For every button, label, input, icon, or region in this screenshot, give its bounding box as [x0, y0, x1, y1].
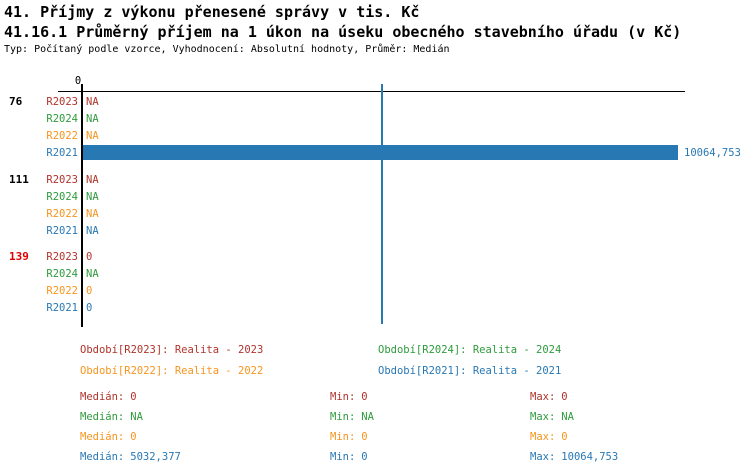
stat-min-value: NA [361, 411, 374, 423]
legend-item-r2021: Období[R2021]: Realita - 2021 [378, 365, 562, 377]
row-value-g111-r2024: NA [86, 191, 99, 203]
median-line [381, 84, 383, 324]
bar-value-label-g76-r2021: 10064,753 [684, 147, 741, 159]
row-value-g111-r2023: NA [86, 174, 99, 186]
row-label-g139-r2021: R2021 [46, 302, 78, 314]
group-label-111: 111 [9, 173, 29, 186]
stat-median-r2023: Medián: 0 [80, 391, 137, 403]
row-value-g76-r2023: NA [86, 96, 99, 108]
y-axis-zero-line [81, 84, 83, 327]
legend-item-r2023: Období[R2023]: Realita - 2023 [80, 344, 264, 356]
row-value-g139-r2023: 0 [86, 251, 93, 263]
legend-item-r2022: Období[R2022]: Realita - 2022 [80, 365, 264, 377]
stat-median-label: Medián: [80, 411, 125, 423]
row-value-g111-r2021: NA [86, 225, 99, 237]
row-value-g139-r2021: 0 [86, 302, 93, 314]
stat-max-label: Max: [530, 451, 556, 463]
stat-min-label: Min: [330, 451, 356, 463]
stat-median-label: Medián: [80, 431, 125, 443]
group-label-139: 139 [9, 250, 29, 263]
row-label-g76-r2023: R2023 [46, 96, 78, 108]
page-title: 41. Příjmy z výkonu přenesené správy v t… [4, 3, 420, 21]
stat-max-label: Max: [530, 431, 556, 443]
stat-max-value: 10064,753 [561, 451, 619, 463]
row-value-g76-r2024: NA [86, 113, 99, 125]
legend-item-r2024: Období[R2024]: Realita - 2024 [378, 344, 562, 356]
stat-max-value: NA [561, 411, 574, 423]
row-value-g139-r2022: 0 [86, 285, 93, 297]
stat-median-value: 0 [130, 431, 137, 443]
stat-min-r2022: Min: 0 [330, 431, 368, 443]
stat-min-value: 0 [361, 431, 368, 443]
stat-median-r2024: Medián: NA [80, 411, 143, 423]
stat-max-r2023: Max: 0 [530, 391, 568, 403]
stat-min-value: 0 [361, 391, 368, 403]
row-value-g139-r2024: NA [86, 268, 99, 280]
stat-median-value: 5032,377 [130, 451, 181, 463]
stat-min-r2024: Min: NA [330, 411, 374, 423]
stat-max-label: Max: [530, 411, 556, 423]
row-label-g76-r2022: R2022 [46, 130, 78, 142]
stat-median-value: 0 [130, 391, 137, 403]
row-label-g139-r2022: R2022 [46, 285, 78, 297]
stat-min-value: 0 [361, 451, 368, 463]
row-value-g76-r2022: NA [86, 130, 99, 142]
stat-max-value: 0 [561, 391, 568, 403]
stat-median-label: Medián: [80, 391, 125, 403]
chart-meta-line: Typ: Počítaný podle vzorce, Vyhodnocení:… [4, 44, 450, 55]
row-label-g111-r2023: R2023 [46, 174, 78, 186]
row-value-g111-r2022: NA [86, 208, 99, 220]
row-label-g76-r2021: R2021 [46, 147, 78, 159]
row-label-g76-r2024: R2024 [46, 113, 78, 125]
stat-min-label: Min: [330, 391, 356, 403]
stat-min-label: Min: [330, 431, 356, 443]
chart-subtitle: 41.16.1 Průměrný příjem na 1 úkon na úse… [4, 23, 682, 41]
x-axis-zero-label: 0 [74, 75, 82, 87]
stat-max-r2021: Max: 10064,753 [530, 451, 618, 463]
row-label-g139-r2024: R2024 [46, 268, 78, 280]
stat-min-r2021: Min: 0 [330, 451, 368, 463]
stat-max-r2024: Max: NA [530, 411, 574, 423]
stat-min-label: Min: [330, 411, 356, 423]
stat-median-label: Medián: [80, 451, 125, 463]
row-label-g139-r2023: R2023 [46, 251, 78, 263]
stat-median-r2021: Medián: 5032,377 [80, 451, 181, 463]
group-label-76: 76 [9, 95, 23, 108]
row-label-g111-r2021: R2021 [46, 225, 78, 237]
stat-max-r2022: Max: 0 [530, 431, 568, 443]
stat-max-label: Max: [530, 391, 556, 403]
row-label-g111-r2024: R2024 [46, 191, 78, 203]
stat-median-r2022: Medián: 0 [80, 431, 137, 443]
bar-g76-r2021 [83, 145, 678, 160]
row-label-g111-r2022: R2022 [46, 208, 78, 220]
stat-min-r2023: Min: 0 [330, 391, 368, 403]
x-axis-line [58, 91, 685, 92]
stat-max-value: 0 [561, 431, 568, 443]
stat-median-value: NA [130, 411, 143, 423]
